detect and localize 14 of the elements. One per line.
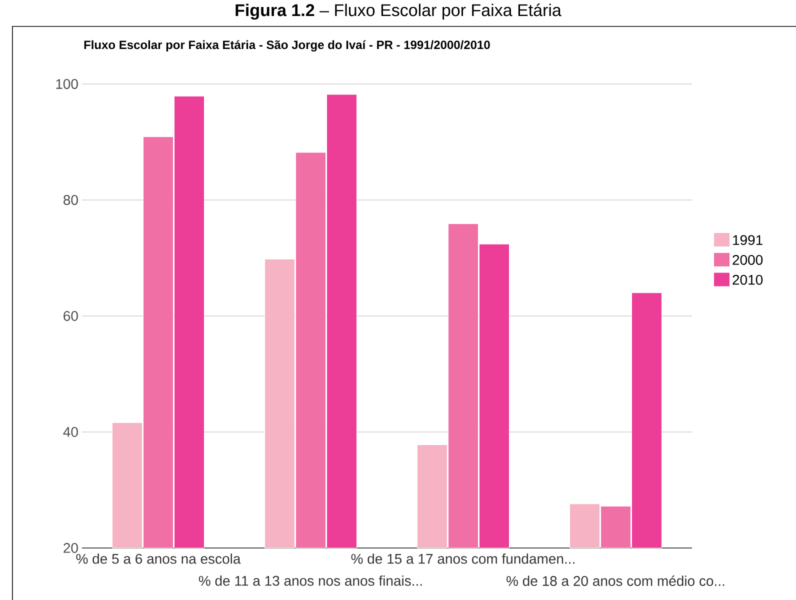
y-tick-label: 40 (63, 427, 78, 437)
y-tick-label: 100 (56, 79, 78, 89)
y-tick-label: 20 (64, 543, 78, 553)
x-tick-label: % de 11 a 13 anos nos anos finais... (198, 576, 422, 586)
text: Figura 1.2 – Fluxo Escolar por Faixa Etária (236, 4, 562, 20)
y-tick-label: 60 (64, 311, 78, 321)
legend-label: 2010 (732, 274, 763, 285)
x-tick-label: % de 5 a 6 anos na escola (76, 554, 241, 564)
legend-label: 2000 (732, 254, 763, 265)
x-tick-label: % de 15 a 17 anos com fundamen... (351, 554, 574, 564)
x-tick-label: % de 18 a 20 anos com médio co... (506, 576, 724, 586)
chart-title: Fluxo Escolar por Faixa Etária - São Jorge do Ivaí - PR - 1991/2000/2010 (84, 40, 490, 52)
y-tick-label: 80 (64, 195, 78, 205)
legend-label: 1991 (733, 235, 762, 246)
